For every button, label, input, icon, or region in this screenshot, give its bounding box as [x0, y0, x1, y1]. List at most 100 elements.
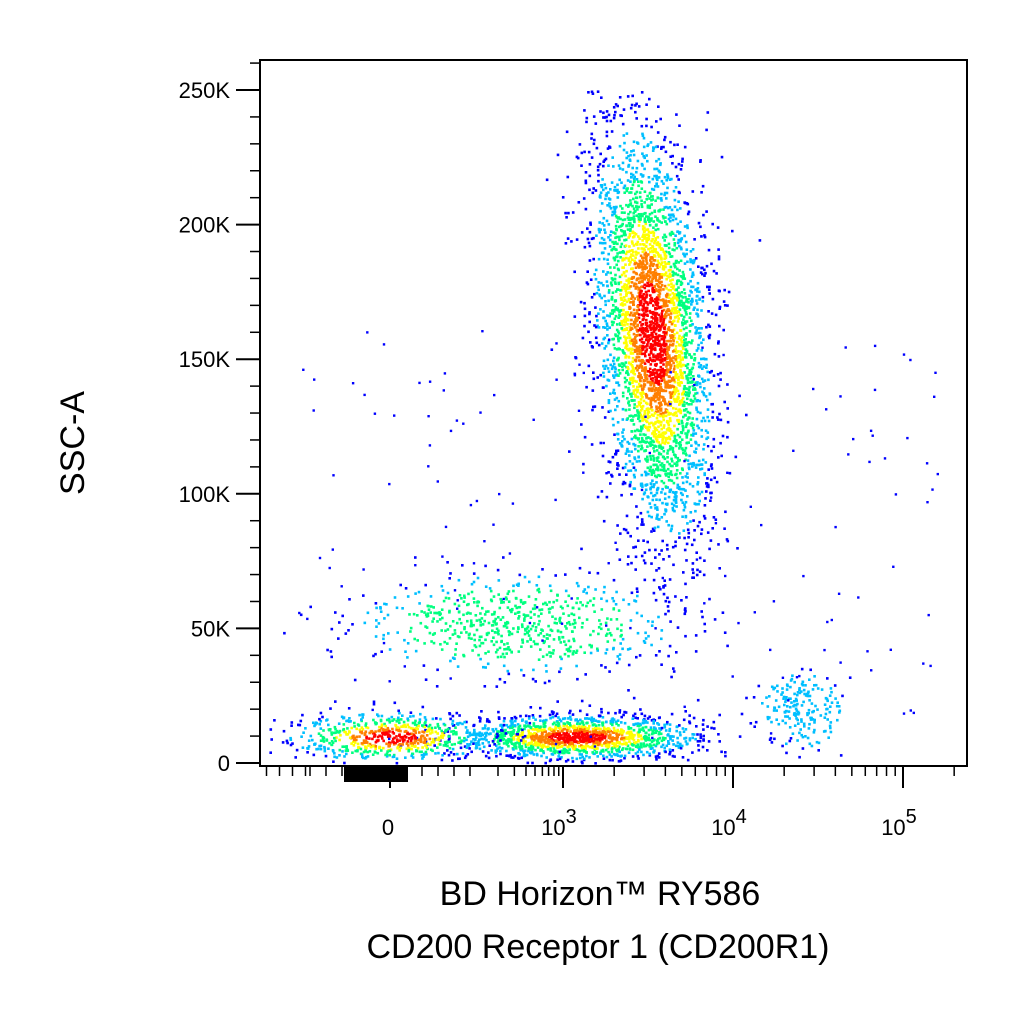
data-point [663, 138, 666, 142]
data-point [708, 547, 711, 551]
data-point [654, 327, 657, 330]
data-point [681, 426, 685, 430]
data-point [625, 747, 628, 751]
data-point [681, 323, 684, 327]
data-point [686, 410, 690, 414]
data-point [611, 210, 615, 214]
data-point [718, 567, 721, 570]
data-point [633, 399, 636, 402]
data-point [560, 745, 563, 748]
data-point [565, 216, 568, 219]
data-point [647, 335, 650, 338]
data-point [547, 741, 550, 745]
data-point [615, 451, 618, 454]
data-point [717, 340, 720, 343]
data-point [651, 439, 654, 443]
data-point [609, 312, 612, 315]
data-point [630, 430, 634, 433]
data-point [655, 159, 658, 163]
data-point [680, 164, 683, 167]
data-point [602, 238, 606, 241]
data-point [664, 729, 668, 732]
data-point [550, 348, 554, 351]
data-point [621, 742, 624, 746]
data-point [654, 307, 657, 310]
data-point [582, 197, 586, 200]
data-point [610, 181, 614, 184]
data-point [685, 343, 689, 347]
data-point [655, 358, 658, 361]
data-point [612, 362, 616, 366]
data-point [607, 299, 610, 303]
data-point [658, 518, 661, 521]
data-point [442, 744, 446, 747]
data-point [636, 717, 639, 720]
data-point [688, 294, 691, 297]
data-point [660, 379, 663, 382]
data-point [660, 335, 664, 338]
data-point [656, 236, 660, 239]
data-point [666, 449, 670, 452]
data-point [424, 724, 428, 727]
data-point [659, 423, 663, 427]
data-point [645, 124, 648, 128]
data-point [596, 165, 600, 169]
data-point [609, 230, 613, 233]
data-point [655, 282, 659, 286]
data-point [662, 481, 666, 485]
data-point [632, 473, 636, 477]
data-point [669, 155, 672, 158]
data-point [657, 410, 660, 413]
data-point [682, 318, 685, 321]
data-point [603, 158, 607, 162]
data-point [705, 357, 708, 361]
data-point [557, 755, 560, 758]
data-point [697, 476, 700, 479]
data-point [562, 717, 565, 721]
data-point [647, 274, 651, 277]
data-point [593, 748, 597, 752]
data-point [648, 243, 652, 246]
data-point [632, 415, 635, 418]
data-point [600, 296, 603, 300]
data-point [518, 745, 521, 749]
data-point [564, 211, 567, 215]
data-point [679, 491, 683, 495]
data-point [628, 408, 631, 411]
data-point [675, 351, 678, 354]
data-point [627, 259, 631, 262]
data-point [602, 359, 606, 363]
data-point [661, 309, 664, 313]
data-point [637, 355, 641, 359]
data-point [670, 309, 674, 313]
data-point [663, 315, 666, 318]
data-point [707, 288, 711, 291]
data-point [668, 275, 672, 278]
data-point [676, 280, 679, 283]
data-point [682, 322, 685, 325]
data-point [557, 750, 560, 754]
data-point [617, 190, 621, 194]
data-point [724, 751, 727, 754]
data-point [638, 191, 642, 194]
data-point [625, 170, 628, 174]
data-point [630, 258, 634, 261]
data-point [531, 738, 534, 742]
data-point [685, 433, 689, 436]
data-point [567, 733, 570, 736]
data-point [594, 122, 598, 125]
data-point [688, 324, 692, 327]
data-point [466, 753, 470, 756]
data-point [611, 240, 614, 244]
data-point [619, 303, 623, 306]
data-point [545, 756, 548, 759]
data-point [653, 255, 657, 258]
data-point [610, 473, 613, 477]
data-point [689, 511, 693, 514]
data-point [639, 401, 643, 405]
data-point [691, 562, 695, 565]
data-point [588, 163, 592, 166]
data-point [672, 361, 675, 365]
data-point [694, 257, 698, 260]
data-point [620, 242, 624, 246]
